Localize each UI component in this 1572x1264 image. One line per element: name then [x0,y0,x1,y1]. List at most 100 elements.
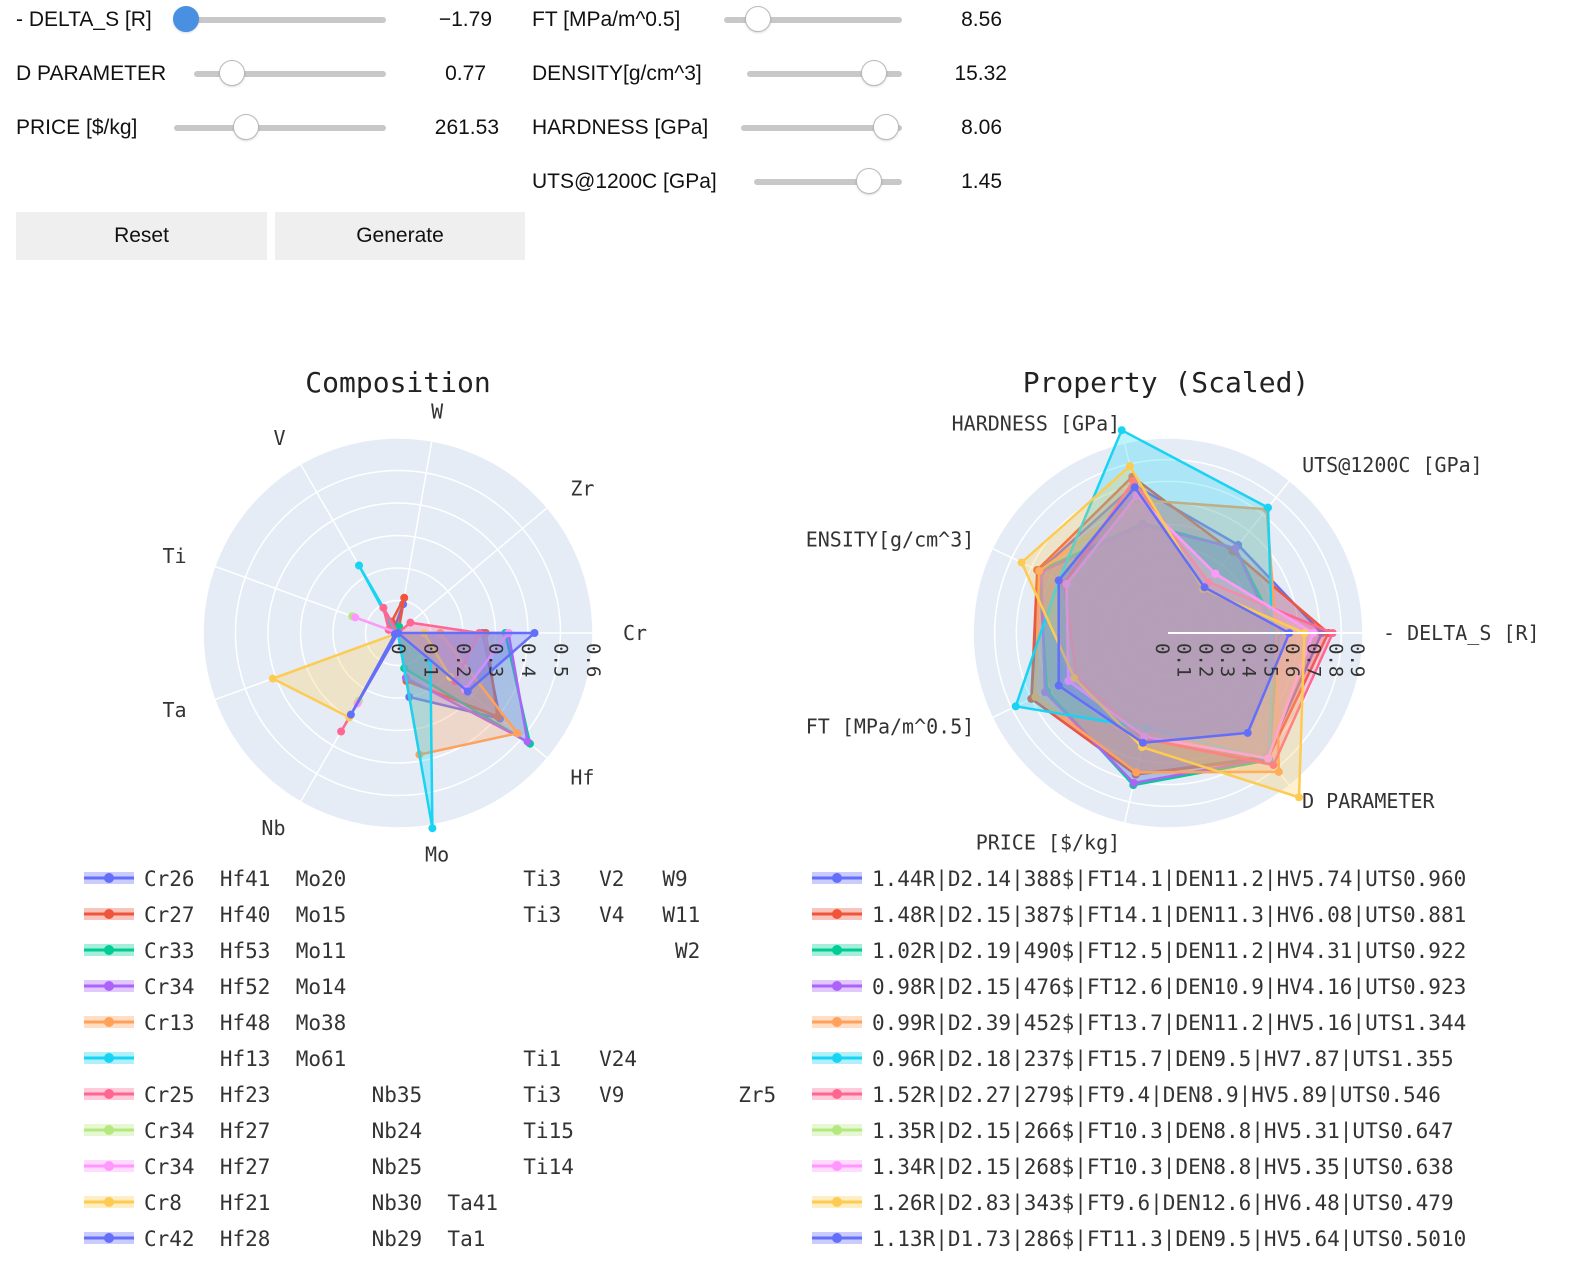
legend-item[interactable]: Cr27 Hf40 Mo15 Ti3 V4 W11 [84,903,700,927]
radial-tick-label: 0.5 [1259,643,1281,677]
data-point [337,727,346,736]
slider-handle[interactable] [219,60,246,86]
slider-hardness[interactable]: HARDNESS [GPa] 8.06 [0,108,1010,148]
legend-item[interactable]: Cr42 Hf28 Nb29 Ta1 [84,1227,485,1251]
legend-marker [104,1089,114,1099]
legend-item[interactable]: 1.26R|D2.83|343$|FT9.6|DEN12.6|HV6.48|UT… [812,1191,1454,1216]
slider-track[interactable] [724,17,902,23]
data-point [493,712,502,721]
slider-handle[interactable] [233,114,260,140]
slider-ft[interactable]: FT [MPa/m^0.5] 8.56 [0,0,1010,40]
legend-item[interactable]: Cr13 Hf48 Mo38 [84,1011,346,1035]
data-point [428,824,437,833]
legend-marker [104,1161,114,1171]
legend-label: 1.44R|D2.14|388$|FT14.1|DEN11.2|HV5.74|U… [872,867,1466,892]
data-point [513,729,522,738]
data-point [1139,521,1148,530]
legend-label: 1.02R|D2.19|490$|FT12.5|DEN11.2|HV4.31|U… [872,939,1466,964]
series-area [1039,524,1276,785]
legend-item[interactable]: 1.52R|D2.27|279$|FT9.4|DEN8.9|HV5.89|UTS… [812,1083,1441,1108]
angular-gridline [397,507,548,634]
angular-label: W [431,399,444,423]
data-point [1129,476,1138,485]
data-point [1200,583,1209,592]
slider-handle[interactable] [861,60,888,86]
legend-item[interactable]: 1.13R|D1.73|286$|FT11.3|DEN9.5|HV5.64|UT… [812,1227,1466,1252]
legend-marker [104,945,114,955]
legend-item[interactable]: Cr26 Hf41 Mo20 Ti3 V2 W9 [84,867,688,891]
legend-label: Cr13 Hf48 Mo38 [144,1011,346,1035]
data-point [400,593,409,602]
slider-track[interactable] [194,71,386,77]
radial-tick-label: 0.4 [1238,643,1260,677]
slider-value: 0.77 [445,62,486,85]
angular-label: V [273,426,285,450]
slider-track[interactable] [741,125,902,131]
legend-item[interactable]: Cr33 Hf53 Mo11 W2 [84,939,700,963]
slider-label: HARDNESS [GPa] [532,116,709,139]
legend-item[interactable]: Cr34 Hf27 Nb24 Ti15 [84,1119,574,1143]
generate-button[interactable]: Generate [275,212,525,260]
slider-label: FT [MPa/m^0.5] [532,8,681,31]
slider-value: −1.79 [438,8,492,31]
legend-item[interactable]: 1.44R|D2.14|388$|FT14.1|DEN11.2|HV5.74|U… [812,867,1466,892]
legend-marker [832,945,842,955]
legend-label: Cr34 Hf52 Mo14 [144,975,346,999]
slider-uts[interactable]: UTS@1200C [GPa] 1.45 [0,162,1010,202]
legend-marker [832,1089,842,1099]
slider-label: UTS@1200C [GPa] [532,170,717,193]
angular-label: Ti [163,544,187,568]
legend-marker [104,981,114,991]
legend-item[interactable]: 0.96R|D2.18|237$|FT15.7|DEN9.5|HV7.87|UT… [812,1047,1454,1072]
angular-label: PRICE [$/kg] [976,831,1121,855]
radial-tick-label: 0 [387,643,409,654]
legend-item[interactable]: 1.02R|D2.19|490$|FT12.5|DEN11.2|HV4.31|U… [812,939,1466,964]
slider-handle[interactable] [173,6,199,32]
slider-handle[interactable] [856,168,883,194]
slider-value: 15.32 [954,62,1007,85]
data-point [530,629,539,637]
legend-marker [832,1017,842,1027]
angular-label: HARDNESS [GPa] [952,411,1121,435]
slider-value: 8.56 [961,8,1002,31]
legend-item[interactable]: Cr8 Hf21 Nb30 Ta41 [84,1191,498,1215]
legend-marker [104,1197,114,1207]
legend-item[interactable]: 0.99R|D2.39|452$|FT13.7|DEN11.2|HV5.16|U… [812,1011,1466,1036]
series-area [1030,475,1330,776]
slider-handle[interactable] [744,6,771,32]
legend-item[interactable]: Cr34 Hf27 Nb25 Ti14 [84,1155,574,1179]
data-point [1031,692,1040,701]
angular-labels: - DELTA_S [R] D PARAMETER PRICE [$/kg] FT [… [806,411,1540,854]
legend-marker [832,1161,842,1171]
slider-track[interactable] [754,179,902,185]
legend-item[interactable]: Cr34 Hf52 Mo14 [84,975,346,999]
data-point [1017,558,1026,567]
legend-item[interactable]: Cr25 Hf23 Nb35 Ti3 V9 Zr5 [84,1083,776,1107]
legend-label: 1.26R|D2.83|343$|FT9.6|DEN12.6|HV6.48|UT… [872,1191,1454,1216]
legend-label: 1.13R|D1.73|286$|FT11.3|DEN9.5|HV5.64|UT… [872,1227,1466,1252]
data-point [1070,674,1079,683]
legend-item[interactable]: 0.98R|D2.15|476$|FT12.6|DEN10.9|HV4.16|U… [812,975,1466,1000]
slider-track[interactable] [186,17,386,23]
reset-button[interactable]: Reset [16,212,267,260]
legend-item[interactable]: 1.34R|D2.15|268$|FT10.3|DEN8.8|HV5.35|UT… [812,1155,1454,1180]
slider-track[interactable] [747,71,902,77]
slider-value: 261.53 [434,116,499,139]
legend-item[interactable]: 1.35R|D2.15|266$|FT10.3|DEN8.8|HV5.31|UT… [812,1119,1454,1144]
slider-d-parameter[interactable]: D PARAMETER 0.77 [0,54,520,94]
data-point [1041,688,1049,697]
legend-item[interactable]: Hf13 Mo61 Ti1 V24 [84,1047,637,1071]
slider-price[interactable]: PRICE [$/kg] 261.53 [0,108,520,148]
data-point [1211,569,1220,578]
slider-delta-s[interactable]: - DELTA_S [R] −1.79 [0,0,520,40]
slider-handle[interactable] [872,114,899,140]
data-point [1129,779,1138,787]
slider-track[interactable] [174,125,386,131]
data-point [1264,503,1272,512]
slider-density[interactable]: DENSITY[g/cm^3] 15.32 [0,54,1010,94]
legend-label: 1.48R|D2.15|387$|FT14.1|DEN11.3|HV6.08|U… [872,903,1466,928]
legend-item[interactable]: 1.48R|D2.15|387$|FT14.1|DEN11.3|HV6.08|U… [812,903,1466,928]
legend-label: Cr8 Hf21 Nb30 Ta41 [144,1191,498,1215]
legend-label: Cr26 Hf41 Mo20 Ti3 V2 W9 [144,867,688,891]
angular-label: Hf [570,766,594,790]
